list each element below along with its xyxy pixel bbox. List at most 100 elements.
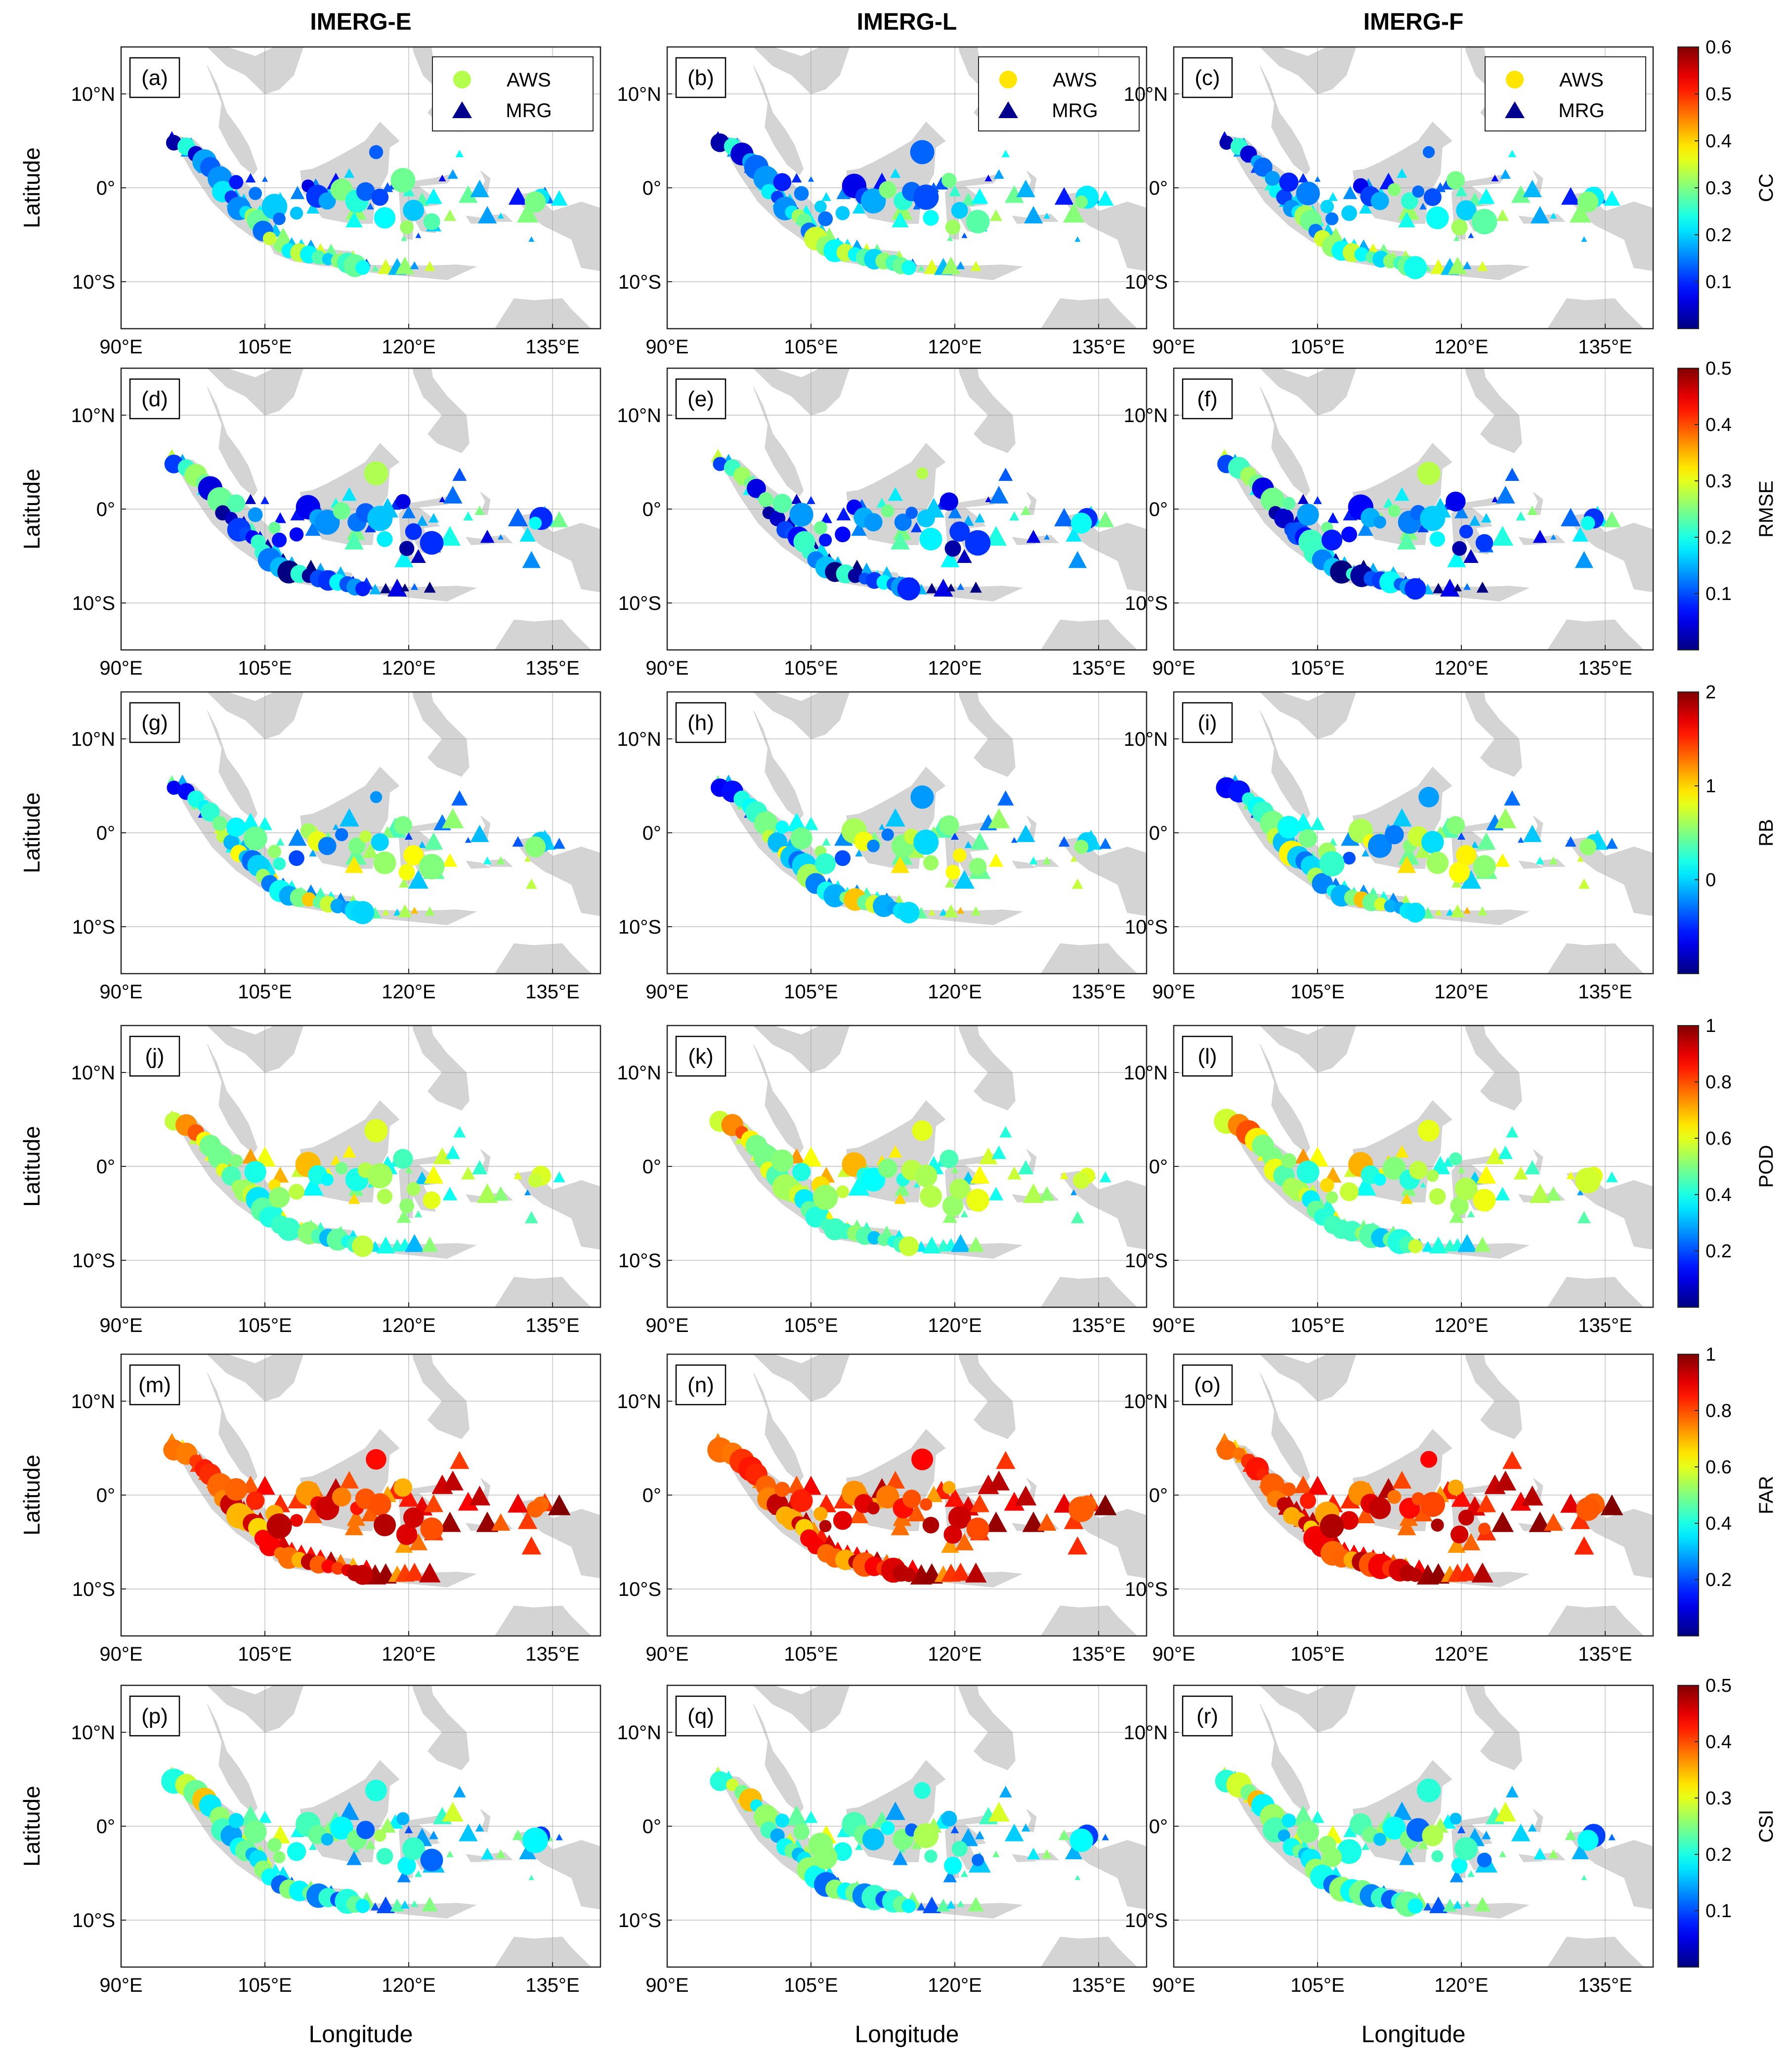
station-aws-marker — [1320, 1514, 1344, 1539]
panel-label: (d) — [141, 387, 168, 411]
station-aws-marker — [311, 250, 326, 264]
station-mrg-marker — [400, 583, 409, 592]
station-mrg-marker — [1419, 203, 1427, 210]
station-aws-marker — [420, 531, 444, 555]
station-aws-marker — [867, 1231, 881, 1244]
station-aws-marker — [406, 1182, 421, 1196]
station-aws-marker — [969, 858, 987, 876]
station-aws-marker — [314, 510, 340, 535]
y-tick-label: 10°N — [617, 729, 661, 750]
x-tick-label: 135°E — [1071, 1643, 1125, 1665]
land-shape — [1546, 619, 1644, 650]
station-mrg-marker — [917, 1902, 926, 1911]
station-mrg-marker — [458, 185, 478, 203]
station-aws-marker — [1260, 487, 1284, 512]
land-shape — [466, 860, 491, 869]
land-shape — [1518, 1854, 1543, 1862]
station-mrg-marker — [1399, 1851, 1414, 1865]
station-mrg-marker — [330, 1155, 341, 1165]
land-shape — [1546, 1936, 1644, 1967]
station-mrg-marker — [1494, 1801, 1517, 1822]
station-aws-marker — [942, 1481, 956, 1494]
station-aws-marker — [396, 1524, 418, 1545]
station-aws-marker — [289, 1184, 305, 1200]
station-mrg-marker — [439, 1511, 461, 1532]
station-mrg-marker — [404, 1562, 425, 1581]
station-mrg-marker — [1004, 1823, 1024, 1842]
station-mrg-marker — [439, 526, 461, 546]
station-aws-marker — [771, 1149, 794, 1172]
station-aws-marker — [1336, 1839, 1362, 1864]
station-mrg-marker — [340, 1471, 359, 1489]
station-mrg-marker — [1471, 1562, 1493, 1583]
panel-label: (n) — [687, 1373, 714, 1397]
station-mrg-marker — [525, 878, 537, 889]
station-mrg-marker — [442, 808, 464, 828]
station-mrg-marker — [1311, 1810, 1324, 1823]
panel-label: (m) — [138, 1373, 171, 1397]
station-aws-marker — [966, 1189, 989, 1212]
land-shape — [494, 943, 592, 974]
colorbar-tick-label: 0.6 — [1706, 1128, 1732, 1149]
station-mrg-marker — [965, 1562, 987, 1583]
colorbar-gradient — [1677, 368, 1699, 650]
map-content — [121, 692, 600, 974]
land-shape — [753, 65, 804, 175]
station-mrg-marker — [1463, 549, 1479, 563]
station-mrg-marker — [1094, 1494, 1117, 1515]
station-mrg-marker — [1070, 1211, 1084, 1224]
land-shape — [1546, 1277, 1644, 1307]
station-aws-marker — [867, 839, 880, 853]
station-aws-marker — [212, 815, 228, 831]
land-shape — [1231, 692, 1357, 739]
station-aws-marker — [369, 1493, 391, 1516]
station-mrg-marker — [1018, 1160, 1034, 1175]
station-mrg-marker — [1397, 856, 1416, 873]
station-aws-marker — [917, 509, 935, 528]
panel-label: (o) — [1194, 1373, 1221, 1397]
station-mrg-marker — [1454, 505, 1468, 518]
panel-label: (a) — [141, 66, 168, 90]
legend-aws-marker — [453, 71, 471, 88]
land-shape — [466, 1854, 491, 1862]
y-tick-label: 0° — [642, 822, 661, 844]
land-shape — [1231, 368, 1357, 416]
land-shape — [725, 1354, 850, 1402]
station-aws-marker — [1448, 1479, 1464, 1496]
station-mrg-marker — [453, 1786, 466, 1798]
station-mrg-marker — [957, 583, 965, 590]
station-mrg-marker — [998, 468, 1013, 481]
station-mrg-marker — [309, 1843, 317, 1850]
station-aws-marker — [524, 836, 546, 858]
station-mrg-marker — [1355, 1175, 1376, 1196]
station-mrg-marker — [476, 1511, 499, 1532]
x-tick-label: 105°E — [784, 1315, 838, 1336]
station-mrg-marker — [1474, 1896, 1491, 1912]
station-mrg-marker — [1530, 206, 1550, 224]
station-aws-marker — [833, 1511, 853, 1530]
x-tick-label: 135°E — [525, 657, 579, 679]
station-mrg-marker — [415, 232, 422, 238]
station-mrg-marker — [957, 549, 972, 563]
station-mrg-marker — [1504, 790, 1521, 806]
station-mrg-marker — [852, 201, 866, 214]
station-mrg-marker — [1071, 878, 1083, 889]
station-aws-marker — [396, 1812, 410, 1825]
panel-label: (p) — [141, 1704, 168, 1728]
station-aws-marker — [400, 220, 414, 234]
station-mrg-marker — [1343, 1825, 1357, 1838]
station-aws-marker — [894, 514, 912, 531]
land-shape — [958, 1026, 1016, 1111]
station-aws-marker — [941, 172, 957, 188]
station-aws-marker — [1278, 1829, 1290, 1842]
panel-label-box — [1182, 1695, 1233, 1737]
station-aws-marker — [332, 1487, 351, 1507]
colorbar-pod: 0.2 0.4 0.6 0.8 1 POD — [1677, 1016, 1777, 1308]
x-tick-label: 135°E — [1578, 336, 1632, 358]
colorbar-gradient — [1677, 1354, 1699, 1636]
station-mrg-marker — [497, 213, 504, 219]
station-aws-marker — [814, 200, 827, 213]
map-content — [667, 1354, 1147, 1636]
station-mrg-marker — [944, 1488, 965, 1507]
station-mrg-marker — [433, 1147, 452, 1164]
